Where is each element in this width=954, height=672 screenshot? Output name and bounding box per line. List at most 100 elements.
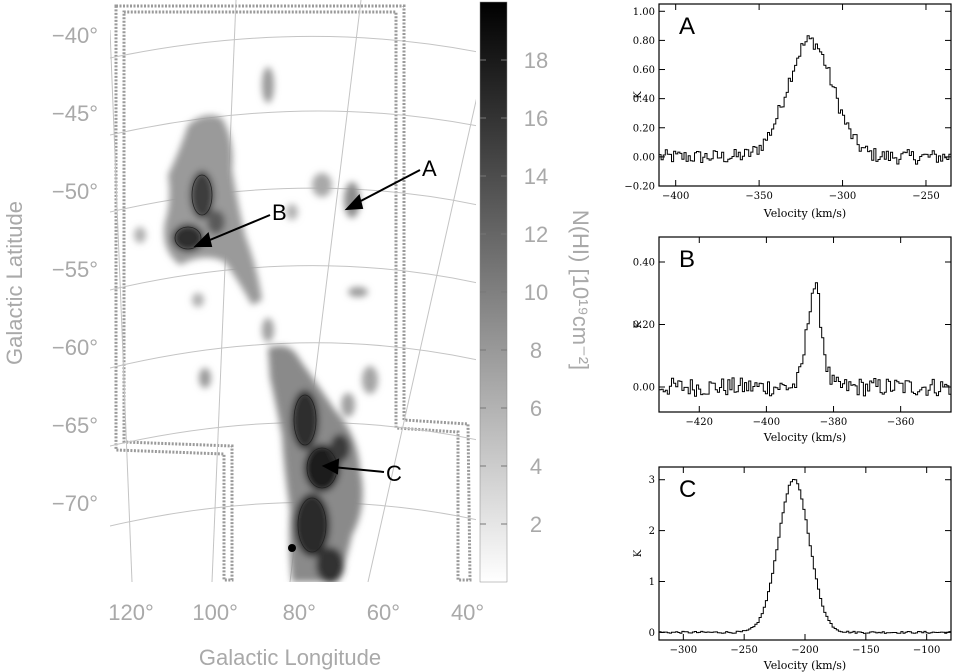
spectrum-panel-label: C bbox=[679, 476, 696, 503]
spectrum-y-tick-label: 0.00 bbox=[633, 383, 655, 394]
map-y-tick-label: −50° bbox=[52, 179, 98, 204]
graticule-latitude-line bbox=[110, 110, 476, 136]
spectrum-panel-c: −300 −250 −200 −150 −100 0 1 2 3 C K Velocity (km/s… bbox=[633, 466, 952, 672]
map-x-tick-label: 40° bbox=[451, 600, 484, 625]
annotation-arrows bbox=[193, 169, 421, 475]
spectrum-y-tick-label: 0.80 bbox=[633, 36, 655, 47]
map-x-tick-label: 80° bbox=[283, 600, 316, 625]
spectrum-y-tick-label: 0 bbox=[649, 628, 655, 639]
spectrum-x-tick-label: −200 bbox=[791, 645, 818, 656]
graticule-latitude-line bbox=[110, 342, 476, 369]
map-latitude-ticks: −40° −45° −50° −55° −60° −65° −70° bbox=[52, 23, 98, 516]
spectrum-x-tick-label: −300 bbox=[829, 191, 856, 202]
spectrum-panel-b: −420 −400 −380 −360 0.00 0.20 0.40 B K Velocity (… bbox=[633, 236, 952, 444]
colorbar-tick-label: 12 bbox=[524, 222, 548, 247]
spectrum-y-tick-label: 3 bbox=[649, 475, 655, 486]
map-x-tick-label: 120° bbox=[108, 600, 154, 625]
hi-column-density-map: A B C bbox=[110, 0, 476, 582]
hi-emission bbox=[134, 67, 378, 582]
graticule-longitude-line bbox=[211, 0, 237, 582]
spectrum-y-tick-label: 0.40 bbox=[633, 258, 655, 269]
spectrum-y-axis-label: K bbox=[633, 549, 644, 557]
map-y-tick-label: −65° bbox=[52, 413, 98, 438]
spectrum-frame bbox=[658, 466, 952, 641]
spectrum-x-tick-label: −150 bbox=[852, 645, 879, 656]
colorbar-tick-label: 6 bbox=[530, 396, 542, 421]
map-y-tick-label: −55° bbox=[52, 257, 98, 282]
emission-clump bbox=[291, 390, 319, 450]
arrow-a-line bbox=[354, 169, 421, 205]
callout-b: B bbox=[272, 200, 287, 225]
spectrum-x-tick-label: −420 bbox=[686, 417, 713, 428]
emission-clump bbox=[304, 444, 340, 492]
emission-clump bbox=[330, 434, 350, 462]
map-longitude-ticks: 120° 100° 80° 60° 40° bbox=[108, 600, 484, 625]
map-y-tick-label: −60° bbox=[52, 335, 98, 360]
spectrum-x-tick-label: −300 bbox=[670, 645, 697, 656]
emission-clump bbox=[262, 67, 274, 103]
spectrum-x-tick-label: −400 bbox=[662, 191, 689, 202]
spectrum-x-tick-label: −250 bbox=[912, 191, 939, 202]
contour-ring bbox=[191, 174, 213, 216]
spectrum-frame bbox=[658, 3, 952, 187]
spectrum-panel-a: −400 −350 −300 −250 −0.20 0.00 0.20 0.40 0.60 0.8… bbox=[624, 3, 952, 220]
spectrum-panel-label: A bbox=[679, 13, 695, 40]
emission-clump bbox=[312, 173, 332, 197]
arrow-a-head bbox=[344, 193, 364, 211]
arrow-b-line bbox=[204, 214, 271, 243]
spectrum-x-axis-label: Velocity (km/s) bbox=[763, 207, 846, 220]
map-x-tick-label: 60° bbox=[367, 600, 400, 625]
emission-clump bbox=[341, 393, 355, 417]
emission-clump bbox=[192, 293, 204, 307]
colorbar-tick-label: 18 bbox=[524, 48, 548, 73]
emission-clump bbox=[190, 171, 214, 219]
contours bbox=[174, 174, 338, 553]
spectrum-y-tick-label: 0.40 bbox=[633, 94, 655, 105]
spectrum-line bbox=[659, 35, 951, 165]
spectrum-x-tick-label: −250 bbox=[730, 645, 757, 656]
callout-a: A bbox=[422, 156, 437, 181]
graticule-latitude-line bbox=[110, 265, 476, 291]
emission-clump bbox=[294, 493, 330, 557]
emission-clump bbox=[199, 368, 211, 388]
arrow-c-line bbox=[331, 466, 385, 473]
arrow-b-head bbox=[193, 232, 213, 247]
contour-ring bbox=[297, 497, 327, 553]
emission-clump bbox=[134, 227, 146, 243]
spectrum-line bbox=[659, 479, 951, 634]
spectrum-panel-label: B bbox=[679, 246, 695, 273]
spectrum-y-tick-label: 1 bbox=[649, 577, 655, 588]
spectrum-x-tick-label: −350 bbox=[745, 191, 772, 202]
graticule-latitude-line bbox=[110, 35, 476, 59]
spectrum-y-tick-label: −0.20 bbox=[624, 182, 655, 193]
colorbar-tick-label: 8 bbox=[530, 338, 542, 363]
map-x-tick-label: 100° bbox=[192, 600, 238, 625]
spectrum-y-tick-label: 1.00 bbox=[633, 7, 655, 18]
colorbar-tick-label: 14 bbox=[524, 164, 548, 189]
emission-stream-north bbox=[164, 115, 262, 305]
map-y-axis-label: Galactic Latitude bbox=[2, 201, 27, 365]
emission-clump bbox=[362, 366, 378, 394]
spectrum-frame bbox=[658, 236, 952, 413]
map-y-tick-label: −40° bbox=[52, 23, 98, 48]
colorbar-tick-label: 10 bbox=[524, 280, 548, 305]
spectrum-line bbox=[659, 282, 951, 397]
colorbar-tick-label: 2 bbox=[530, 512, 542, 537]
colorbar-tick-label: 4 bbox=[530, 454, 542, 479]
callout-c: C bbox=[386, 461, 402, 486]
map-y-tick-label: −70° bbox=[52, 491, 98, 516]
emission-clump bbox=[348, 287, 368, 297]
colorbar-tick-label: 16 bbox=[524, 106, 548, 131]
spectrum-y-tick-label: 0.20 bbox=[633, 123, 655, 134]
spectrum-y-axis-label: K bbox=[633, 91, 644, 99]
emission-clump bbox=[316, 547, 344, 582]
spectrum-y-tick-label: 0.20 bbox=[633, 320, 655, 331]
colorbar-ticks: 2 4 6 8 10 12 14 16 18 bbox=[480, 48, 548, 537]
spectrum-y-axis-label: K bbox=[633, 320, 644, 328]
emission-point-source bbox=[288, 544, 296, 552]
contour-ring bbox=[293, 394, 317, 446]
graticule-longitude-line bbox=[110, 29, 133, 582]
spectrum-y-tick-label: 2 bbox=[649, 526, 655, 537]
spectrum-x-tick-label: −400 bbox=[753, 417, 780, 428]
emission-clump bbox=[172, 224, 204, 252]
